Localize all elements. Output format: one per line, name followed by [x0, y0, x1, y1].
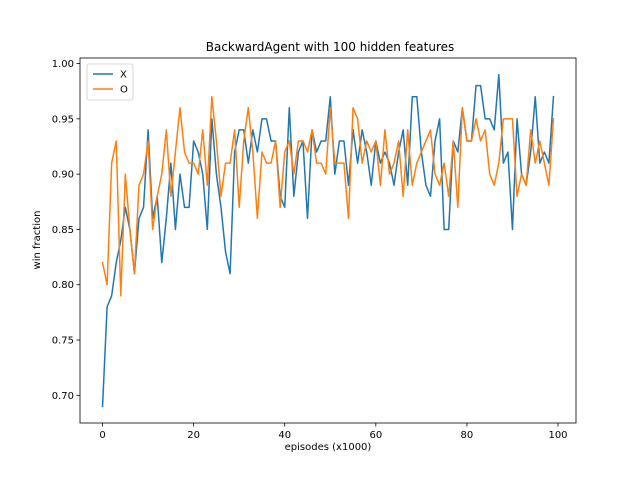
- x-axis: 0 20 40 60 80 100: [99, 423, 568, 441]
- y-tick-label: 0.70: [52, 391, 74, 402]
- y-tick-label: 0.85: [52, 225, 74, 236]
- y-tick-label: 0.80: [52, 280, 74, 291]
- series-line-x: [101, 73, 555, 408]
- y-tick-label: 0.75: [52, 336, 74, 347]
- chart-title: BackwardAgent with 100 hidden features: [206, 40, 455, 54]
- y-tick-label: 0.95: [52, 114, 74, 125]
- x-axis-label: episodes (x1000): [285, 442, 372, 453]
- y-axis: 0.70 0.75 0.80 0.85 0.90 0.95 1.00: [52, 59, 80, 402]
- legend-label-x: X: [120, 70, 127, 81]
- y-tick-label: 0.90: [52, 170, 74, 181]
- axes-frame: [79, 57, 577, 424]
- legend-box: [86, 63, 134, 101]
- x-tick-label: 40: [278, 430, 291, 441]
- x-tick-label: 20: [187, 430, 200, 441]
- x-tick-label: 0: [99, 430, 105, 441]
- y-tick-label: 1.00: [52, 59, 74, 70]
- legend: XO: [86, 63, 134, 101]
- x-tick-label: 80: [461, 430, 474, 441]
- x-tick-label: 60: [369, 430, 382, 441]
- series-line-o: [101, 95, 555, 297]
- y-axis-label: win fraction: [32, 211, 43, 270]
- x-tick-label: 100: [548, 430, 567, 441]
- series-layer: [101, 73, 555, 408]
- legend-label-o: O: [120, 85, 128, 96]
